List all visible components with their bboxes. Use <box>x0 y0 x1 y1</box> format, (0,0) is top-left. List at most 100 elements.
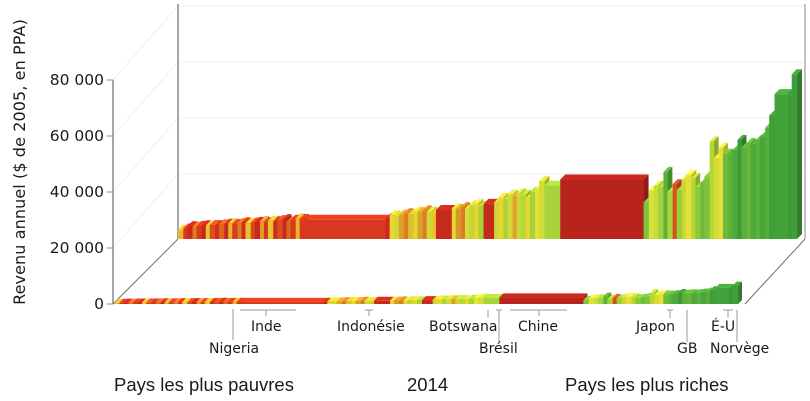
income-bar <box>332 301 338 304</box>
income-bar <box>713 158 720 239</box>
label-nigeria: Nigeria <box>209 341 260 357</box>
income-bar <box>718 147 724 239</box>
income-bar <box>346 301 352 304</box>
income-bar <box>539 181 545 239</box>
income-bar <box>273 221 278 239</box>
income-bar <box>465 208 470 239</box>
income-bar <box>616 298 623 304</box>
income-bar <box>681 179 687 239</box>
income-bar <box>676 190 683 239</box>
income-bar <box>654 185 659 239</box>
income-bar <box>178 302 183 304</box>
income-bar <box>728 288 734 304</box>
income-bar <box>654 294 660 304</box>
income-bar <box>303 219 387 239</box>
income-bar <box>682 293 688 304</box>
income-bar <box>455 298 460 304</box>
income-bar <box>187 226 193 239</box>
income-bar <box>494 202 499 239</box>
income-bar <box>327 301 334 304</box>
income-bar <box>728 155 733 239</box>
y-tick-marks <box>107 79 113 305</box>
income-bar <box>685 174 692 239</box>
y-tick-label-40000: 40 000 <box>49 183 104 201</box>
income-bar <box>394 216 400 239</box>
income-bar <box>672 294 679 304</box>
income-bar <box>205 225 211 239</box>
income-bar <box>160 302 166 304</box>
y-tick-label-20000: 20 000 <box>49 239 104 257</box>
income-bar <box>398 214 405 239</box>
income-bar <box>715 287 730 304</box>
income-bar <box>132 302 139 304</box>
income-bar <box>290 219 297 239</box>
label-eu: É-U <box>711 319 736 335</box>
income-bar <box>687 293 692 304</box>
income-bar <box>663 171 668 239</box>
income-bar <box>250 222 256 239</box>
income-bar <box>663 294 670 304</box>
income-bar <box>516 193 521 239</box>
income-bar <box>483 203 495 239</box>
income-bar <box>412 300 418 304</box>
income-bar <box>774 94 789 239</box>
income-bar <box>219 301 224 304</box>
income-bar <box>769 115 775 239</box>
income-bar <box>787 95 793 240</box>
income-bar <box>436 299 443 304</box>
income-bar <box>254 221 261 239</box>
income-bar <box>588 298 595 304</box>
back-row-bars <box>178 69 802 240</box>
income-bar <box>404 213 409 239</box>
income-bar <box>474 203 479 239</box>
income-bar <box>128 302 134 304</box>
income-bar <box>461 206 466 239</box>
income-bar <box>435 210 453 239</box>
income-bar <box>351 300 356 304</box>
income-bar <box>598 298 604 304</box>
income-bar <box>407 300 414 304</box>
income-bar <box>390 300 395 304</box>
income-bar <box>737 139 742 239</box>
income-bar <box>267 220 274 239</box>
income-bar <box>474 298 479 304</box>
income-bar <box>201 225 207 239</box>
income-bar <box>696 292 702 304</box>
income-bar <box>422 210 428 239</box>
income-bar <box>183 228 188 239</box>
income-bar <box>464 299 470 304</box>
income-bar <box>765 127 770 239</box>
income-bar <box>583 299 590 304</box>
income-bar <box>706 291 711 304</box>
income-bar <box>219 224 225 239</box>
label-inde: Inde <box>251 319 282 335</box>
income-bar <box>142 302 147 304</box>
income-bar <box>478 206 484 239</box>
income-bar <box>394 300 400 304</box>
income-bar <box>282 219 287 239</box>
income-bar <box>594 298 599 304</box>
income-bar <box>200 302 206 304</box>
label-norvege: Norvège <box>710 341 770 357</box>
income-bar <box>732 150 738 239</box>
income-bar <box>214 301 220 304</box>
income-bar <box>667 191 674 239</box>
income-bar <box>146 302 152 304</box>
label-gb: GB <box>677 341 698 357</box>
income-bar <box>151 302 156 304</box>
income-bar <box>650 293 655 304</box>
income-bar <box>413 211 418 239</box>
income-bar <box>658 187 664 239</box>
income-bar <box>240 301 324 304</box>
income-bar <box>741 147 748 239</box>
back-wall-gridlines <box>178 5 805 175</box>
income-bar <box>164 302 170 304</box>
income-bar <box>432 299 438 304</box>
income-bar <box>364 300 371 304</box>
income-bar <box>746 142 752 239</box>
income-bar <box>232 224 238 239</box>
income-bar <box>700 292 707 304</box>
income-bar <box>385 218 391 239</box>
income-bar <box>263 222 269 239</box>
